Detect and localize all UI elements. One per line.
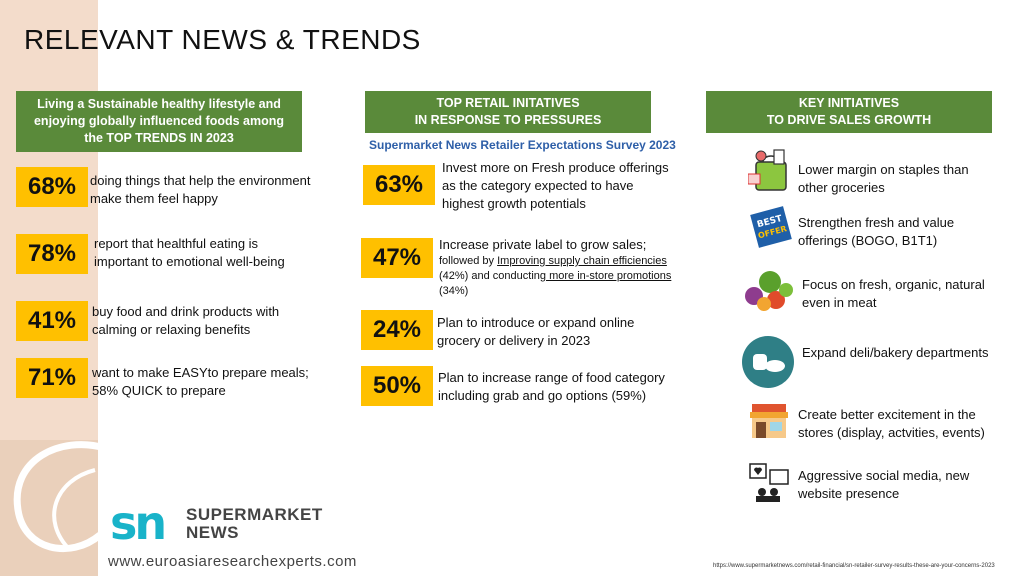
trend-text-1: doing things that help the environment m… (90, 173, 311, 206)
retail-text-2: Increase private label to grow sales; fo… (439, 236, 689, 299)
retail-text-3: Plan to introduce or expand online groce… (437, 315, 635, 348)
supermarket-news-logo-mark: sn (110, 496, 167, 550)
retail-text-2-main: Increase private label to grow sales; (439, 237, 647, 252)
trend-text-2: report that healthful eating is importan… (94, 236, 285, 269)
initiative-text-2: Strengthen fresh and value offerings (BO… (798, 215, 955, 248)
social-media-icon (749, 463, 789, 502)
logo-line-1: SUPERMARKET (186, 505, 323, 524)
trend-text-3: buy food and drink products with calming… (92, 304, 280, 337)
detail-part-a: followed by (439, 255, 498, 267)
detail-supply-chain: Improving supply chain efficiencies (497, 255, 667, 267)
initiative-text-1: Lower margin on staples than other groce… (798, 162, 969, 195)
trend-text-4: want to make EASYto prepare meals; 58% Q… (92, 365, 309, 398)
trend-pct-4: 71% (16, 358, 88, 398)
retail-pct-3: 24% (361, 310, 433, 350)
initiative-text-3: Focus on fresh, organic, natural even in… (802, 277, 985, 310)
storefront-icon (750, 404, 788, 438)
detail-part-c: (42%) and conducting (439, 270, 547, 282)
trend-pct-2: 78% (16, 234, 88, 274)
survey-source-label: Supermarket News Retailer Expectations S… (369, 138, 676, 152)
bakery-icon (742, 336, 794, 388)
initiative-text-4: Expand deli/bakery departments (802, 345, 989, 360)
trend-pct-1: 68% (16, 167, 88, 207)
swirl-decoration (13, 441, 106, 553)
retail-pct-2: 47% (361, 238, 433, 278)
grocery-bag-icon (748, 149, 787, 191)
website-url: www.euroasiaresearchexperts.com (108, 553, 357, 570)
detail-promotions: more in-store promotions (546, 270, 672, 282)
initiative-text-6: Aggressive social media, new website pre… (798, 468, 970, 501)
initiatives-header: KEY INITIATIVES TO DRIVE SALES GROWTH (706, 91, 992, 133)
retail-pct-4: 50% (361, 366, 433, 406)
retail-text-2-detail: followed by Improving supply chain effic… (439, 254, 689, 299)
supermarket-news-logo-text: SUPERMARKET NEWS (186, 506, 323, 542)
logo-line-2: NEWS (186, 523, 239, 542)
page-title: RELEVANT NEWS & TRENDS (24, 24, 421, 55)
trends-header: Living a Sustainable healthy lifestyle a… (16, 91, 302, 152)
best-offer-tag-icon: BEST OFFER (750, 206, 792, 248)
retail-text-1: Invest more on Fresh produce offerings a… (442, 160, 669, 211)
vegetables-icon (745, 271, 793, 311)
detail-part-e: (34%) (439, 285, 469, 297)
retail-pct-1: 63% (363, 165, 435, 205)
initiative-text-5: Create better excitement in the stores (… (798, 407, 985, 440)
retail-text-4: Plan to increase range of food category … (438, 370, 665, 403)
trend-pct-3: 41% (16, 301, 88, 341)
source-url: https://www.supermarketnews.com/retail-f… (713, 563, 995, 569)
retail-header: TOP RETAIL INITATIVES IN RESPONSE TO PRE… (365, 91, 651, 133)
